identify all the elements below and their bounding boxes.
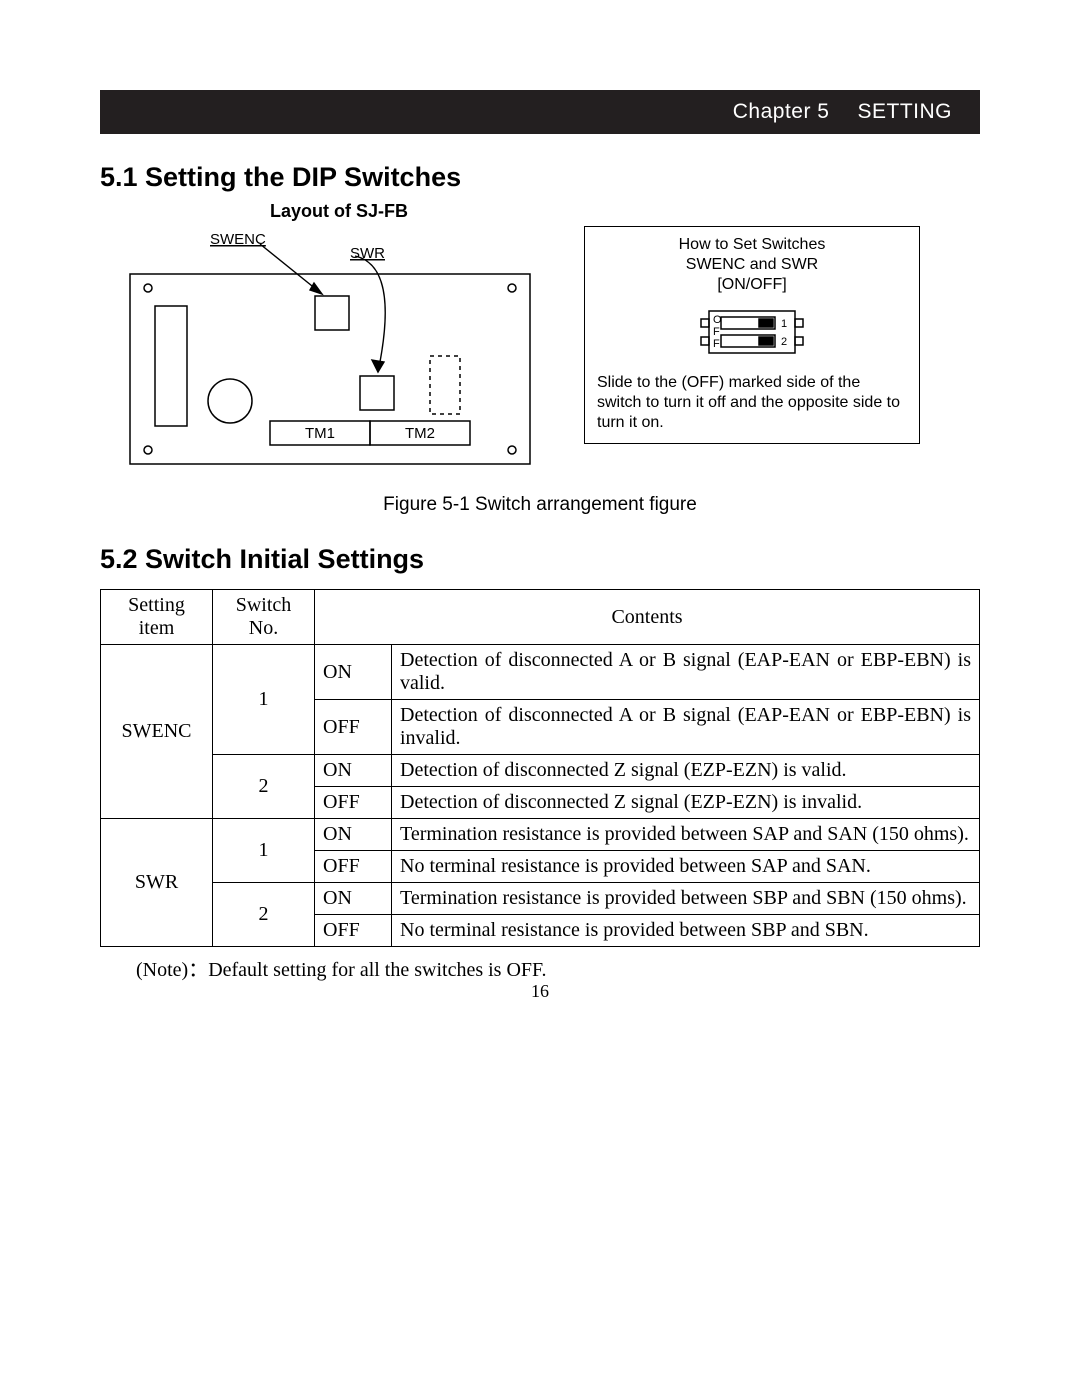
howto-line2: SWENC and SWR bbox=[597, 255, 907, 275]
tm2-label: TM2 bbox=[405, 425, 435, 442]
state-cell: OFF bbox=[315, 915, 392, 947]
howto-note: Slide to the (OFF) marked side of the sw… bbox=[597, 373, 907, 433]
svg-text:F: F bbox=[713, 326, 720, 338]
figure-caption: Figure 5-1 Switch arrangement figure bbox=[100, 494, 980, 516]
switch-no-cell: 2 bbox=[213, 755, 315, 819]
setting-item-cell: SWR bbox=[101, 819, 213, 947]
setting-item-cell: SWENC bbox=[101, 645, 213, 819]
table-header-row: Setting item Switch No. Contents bbox=[101, 590, 980, 645]
state-cell: OFF bbox=[315, 851, 392, 883]
layout-subheading: Layout of SJ-FB bbox=[270, 201, 980, 222]
table-row: SWENC1ONDetection of disconnected A or B… bbox=[101, 645, 980, 700]
dip-switch-icon: O F F 1 2 bbox=[687, 305, 817, 359]
section-5-1-heading: 5.1 Setting the DIP Switches bbox=[100, 162, 980, 193]
swr-label: SWR bbox=[350, 245, 385, 262]
section-5-2-heading: 5.2 Switch Initial Settings bbox=[100, 544, 980, 575]
state-cell: OFF bbox=[315, 700, 392, 755]
contents-cell: Termination resistance is provided betwe… bbox=[392, 819, 980, 851]
contents-cell: Detection of disconnected A or B signal … bbox=[392, 645, 980, 700]
svg-text:O: O bbox=[713, 314, 722, 326]
switch-no-cell: 2 bbox=[213, 883, 315, 947]
state-cell: ON bbox=[315, 883, 392, 915]
state-cell: ON bbox=[315, 819, 392, 851]
page-number: 16 bbox=[0, 981, 1080, 1002]
switch-no-cell: 1 bbox=[213, 645, 315, 755]
chapter-title: SETTING bbox=[857, 100, 952, 124]
state-cell: OFF bbox=[315, 787, 392, 819]
svg-text:F: F bbox=[713, 338, 720, 350]
swenc-label: SWENC bbox=[210, 231, 266, 248]
contents-cell: Detection of disconnected Z signal (EZP-… bbox=[392, 755, 980, 787]
contents-cell: Detection of disconnected A or B signal … bbox=[392, 700, 980, 755]
howto-box: How to Set Switches SWENC and SWR [ON/OF… bbox=[584, 226, 920, 444]
figure-row: SWENC SWR TM1 TM2 How to Set Switches SW… bbox=[100, 226, 980, 476]
chapter-number: Chapter 5 bbox=[733, 100, 830, 124]
howto-line3: [ON/OFF] bbox=[597, 275, 907, 295]
howto-line1: How to Set Switches bbox=[597, 235, 907, 255]
contents-cell: Detection of disconnected Z signal (EZP-… bbox=[392, 787, 980, 819]
state-cell: ON bbox=[315, 755, 392, 787]
table-row: 2ONDetection of disconnected Z signal (E… bbox=[101, 755, 980, 787]
contents-cell: Termination resistance is provided betwe… bbox=[392, 883, 980, 915]
table-row: 2ONTermination resistance is provided be… bbox=[101, 883, 980, 915]
tm1-label: TM1 bbox=[305, 425, 335, 442]
switch-no-cell: 1 bbox=[213, 819, 315, 883]
contents-cell: No terminal resistance is provided betwe… bbox=[392, 915, 980, 947]
table-row: SWR1ONTermination resistance is provided… bbox=[101, 819, 980, 851]
settings-table: Setting item Switch No. Contents SWENC1O… bbox=[100, 589, 980, 947]
contents-cell: No terminal resistance is provided betwe… bbox=[392, 851, 980, 883]
page: Chapter 5 SETTING 5.1 Setting the DIP Sw… bbox=[0, 0, 1080, 1042]
svg-text:2: 2 bbox=[781, 336, 787, 348]
state-cell: ON bbox=[315, 645, 392, 700]
table-note: (Note)：Default setting for all the switc… bbox=[136, 953, 980, 982]
svg-text:1: 1 bbox=[781, 318, 787, 330]
chapter-header: Chapter 5 SETTING bbox=[100, 90, 980, 134]
board-diagram: SWENC SWR TM1 TM2 bbox=[100, 226, 560, 476]
